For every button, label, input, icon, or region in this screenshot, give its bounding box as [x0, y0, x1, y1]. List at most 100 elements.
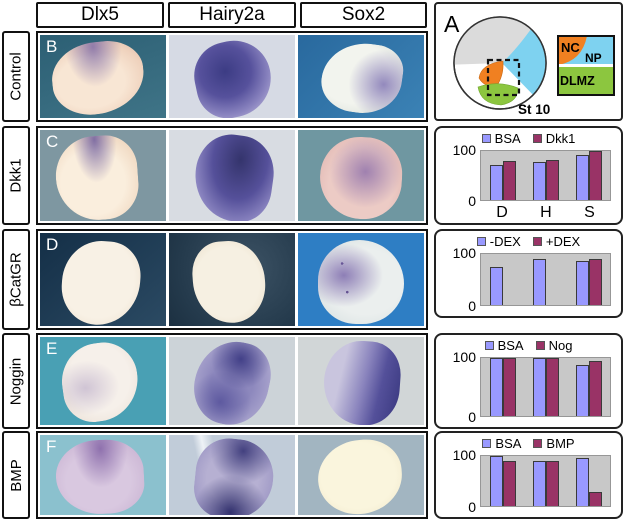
legend-label: BSA [495, 436, 522, 451]
row-label-bcatgr: βCatGR [2, 229, 30, 330]
bar-BMP-S [588, 492, 602, 506]
bar-group [575, 456, 602, 506]
embryo-blob [190, 238, 268, 326]
bar-group [532, 254, 559, 305]
bar--DEX-D [489, 266, 503, 305]
bar-BMP-D [502, 461, 516, 506]
bar-group [575, 254, 602, 305]
row-label-control: Control [2, 31, 30, 122]
bar-BSA-S [575, 458, 589, 506]
embryo-schematic: A St 10 NC NP DLMZ [444, 11, 615, 117]
column-header-hairy2a: Hairy2a [168, 2, 296, 28]
embryo-image-noggin-sox2 [298, 337, 424, 425]
panel-letter: D [46, 235, 59, 254]
explant-dashed-box [486, 58, 521, 97]
bar-BSA-H [532, 161, 546, 200]
y-axis-min-label: 0 [468, 499, 476, 515]
chart-legend: BSA BMP [436, 436, 621, 451]
chart-legend: BSA Dkk1 [436, 131, 621, 146]
legend-swatch [484, 341, 494, 350]
legend-swatch [481, 134, 491, 143]
bar-group [489, 151, 516, 200]
row-label-noggin: Noggin [2, 333, 30, 429]
embryo-blob [317, 134, 405, 221]
embryo-blob [318, 240, 404, 324]
embryo-image-dkk1-dlx5: C [40, 130, 166, 221]
panel-letter: F [46, 437, 57, 456]
image-row-bmp: F [36, 431, 428, 519]
legend-label: Nog [548, 338, 573, 353]
chart-bmp: BSA BMP 100 0 [434, 431, 623, 519]
bar-group [575, 151, 602, 200]
legend-label: BMP [546, 436, 575, 451]
bar-Nog-D [502, 358, 516, 416]
embryo-image-bmp-dlx5: F [40, 435, 166, 515]
y-axis-min-label: 0 [468, 193, 476, 209]
bar-BSA-S [575, 154, 589, 200]
legend-swatch [533, 439, 543, 448]
embryo-circle-outline [453, 16, 547, 110]
bar-group [575, 358, 602, 416]
image-row-dkk1: C [36, 126, 428, 225]
plot-area [480, 253, 611, 306]
legend-item: Nog [535, 338, 573, 353]
legend-swatch [476, 237, 486, 246]
dlmz-label: DLMZ [560, 74, 595, 88]
bar-Nog-H [545, 358, 559, 416]
embryo-blob [321, 338, 403, 425]
embryo-blob [189, 130, 279, 221]
legend-swatch [532, 237, 542, 246]
embryo-blob [54, 437, 146, 515]
column-header-sox2: Sox2 [300, 2, 427, 28]
nc-label: NC [561, 40, 580, 55]
column-header-label: Dlx5 [80, 4, 119, 25]
image-row-noggin: E [36, 333, 428, 429]
y-axis-min-label: 0 [468, 409, 476, 425]
embryo-blob [187, 35, 279, 118]
bar--DEX-H [532, 259, 546, 305]
legend-swatch [482, 439, 492, 448]
bar-BMP-H [545, 460, 559, 506]
legend-swatch [535, 341, 545, 350]
stage-label: St 10 [518, 102, 550, 117]
category-label: S [584, 204, 595, 221]
legend-item: BMP [533, 436, 575, 451]
bar-group [489, 358, 516, 416]
chart-legend: -DEX +DEX [436, 234, 621, 249]
embryo-blob [317, 37, 407, 118]
y-axis-min-label: 0 [468, 298, 476, 314]
bar-group [489, 254, 516, 305]
image-row-control: B [36, 31, 428, 122]
row-label-text: BMP [7, 458, 25, 492]
column-header-dlx5: Dlx5 [36, 2, 164, 28]
bar-BSA-D [489, 164, 503, 200]
row-label-text: βCatGR [7, 252, 25, 307]
embryo-blob [187, 337, 277, 425]
bar-+DEX-S [588, 259, 602, 305]
embryo-image-bmp-sox2 [298, 435, 424, 515]
y-axis-max-label: 100 [452, 447, 476, 463]
embryo-blob [56, 338, 144, 425]
legend-item: -DEX [476, 234, 521, 249]
divider [558, 64, 614, 67]
panel-letter: B [46, 37, 58, 56]
legend-label: Dkk1 [545, 131, 576, 146]
legend-item: BSA [484, 338, 524, 353]
legend-label: BSA [494, 131, 521, 146]
image-row-bcatgr: D [36, 229, 428, 330]
neural-plate-region [502, 22, 546, 100]
legend-label: -DEX [489, 234, 521, 249]
bar-BSA-H [532, 358, 546, 416]
dlmz-area [558, 67, 614, 95]
legend-item: Dkk1 [532, 131, 576, 146]
bar-BSA-D [489, 358, 503, 416]
chart-legend: BSA Nog [436, 338, 621, 353]
bar-group [532, 358, 559, 416]
plot-area [480, 357, 611, 417]
embryo-image-bcatgr-dlx5: D [40, 233, 166, 326]
embryo-image-noggin-dlx5: E [40, 337, 166, 425]
bar-Nog-S [588, 360, 602, 416]
legend-label: +DEX [545, 234, 581, 249]
